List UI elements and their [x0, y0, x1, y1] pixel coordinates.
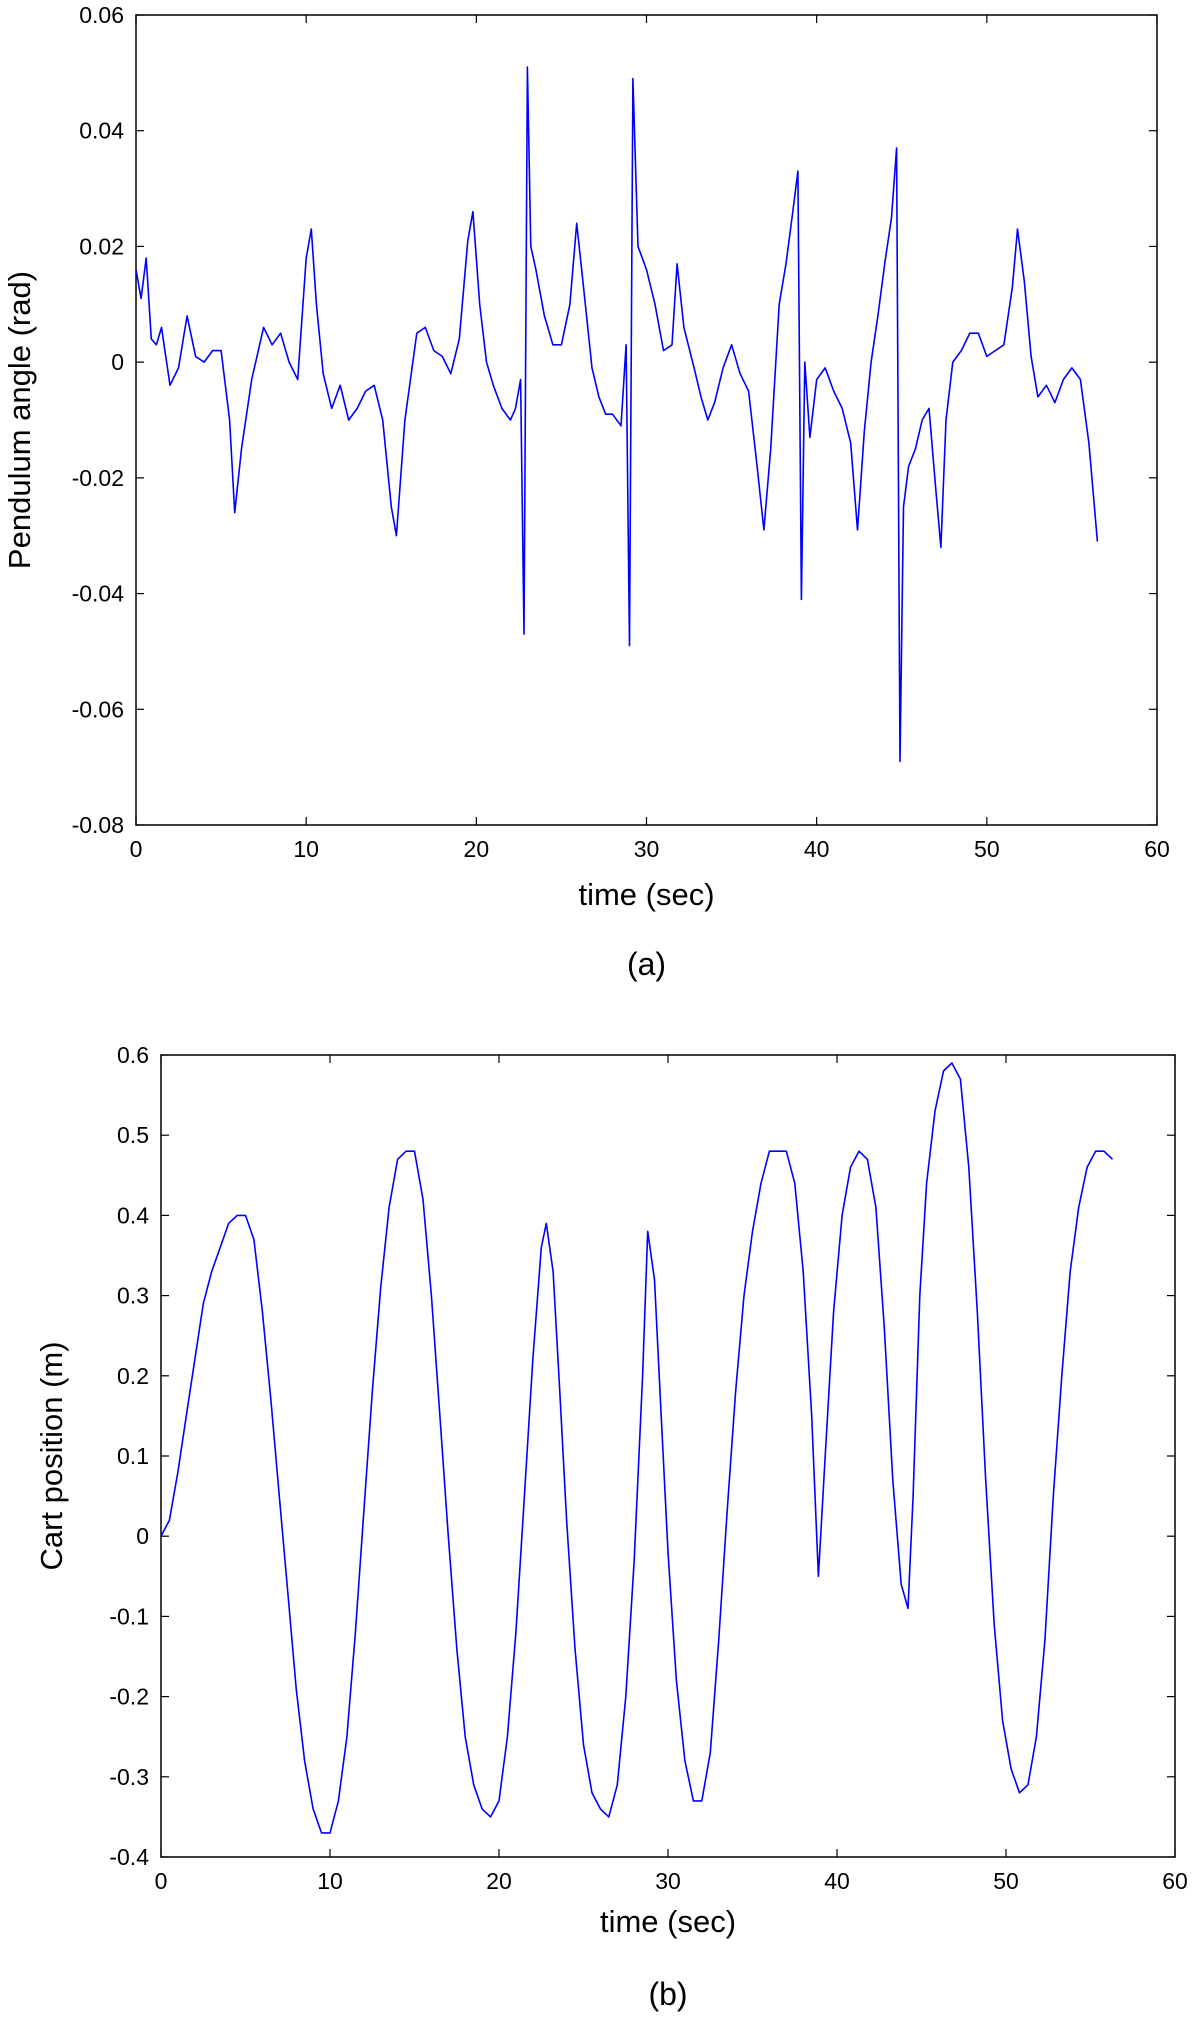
x-tick-label: 60 — [1144, 836, 1170, 862]
y-tick-label: -0.4 — [109, 1844, 149, 1870]
figure-caption: (a) — [627, 946, 666, 982]
y-tick-label: 0.5 — [117, 1122, 149, 1148]
y-tick-label: -0.04 — [72, 581, 125, 607]
chart-cart-position: 0 10 20 30 40 50 60 -0.4 -0.3 -0.2 -0.1 0 0.1 0.2 0.3 0… — [34, 1042, 1188, 2012]
y-tick-label: 0.6 — [117, 1042, 149, 1068]
y-tick-label: -0.02 — [72, 465, 124, 491]
series-line — [135, 66, 1099, 763]
y-tick-label: 0 — [111, 349, 124, 375]
x-tick-label: 30 — [655, 1868, 681, 1894]
y-tick-label: -0.3 — [109, 1764, 149, 1790]
y-tick-label: 0.2 — [117, 1363, 149, 1389]
y-tick-label: 0.06 — [79, 2, 124, 28]
plot-frame — [160, 1054, 1176, 1858]
x-tick-label: 0 — [130, 836, 143, 862]
x-tick-label: 10 — [293, 836, 319, 862]
y-tick-label: -0.06 — [72, 696, 124, 722]
x-tick-label: 50 — [993, 1868, 1019, 1894]
y-tick-label: 0.1 — [117, 1443, 149, 1469]
y-tick-label: 0.02 — [79, 233, 124, 259]
x-tick-label: 40 — [824, 1868, 850, 1894]
y-tick-label: -0.08 — [72, 812, 124, 838]
x-tick-label: 50 — [974, 836, 1000, 862]
x-tick-label: 40 — [804, 836, 830, 862]
x-tick-label: 0 — [155, 1868, 168, 1894]
y-axis-label: Pendulum angle (rad) — [2, 271, 37, 569]
y-tick-label: 0 — [136, 1523, 149, 1549]
y-tick-label: 0.4 — [117, 1202, 149, 1228]
plot-frame — [135, 14, 1158, 826]
y-tick-label: -0.1 — [109, 1603, 149, 1629]
y-axis-label: Cart position (m) — [34, 1341, 69, 1570]
chart-pendulum-angle: 0 10 20 30 40 50 60 -0.08 -0.06 -0.04 -0.02 0 0.02 0.… — [2, 2, 1170, 982]
series-line — [160, 1062, 1114, 1834]
x-tick-label: 20 — [464, 836, 490, 862]
x-tick-label: 60 — [1162, 1868, 1188, 1894]
y-tick-label: -0.2 — [109, 1684, 149, 1710]
figure-caption: (b) — [648, 1976, 687, 2012]
x-tick-label: 10 — [317, 1868, 343, 1894]
x-tick-label: 20 — [486, 1868, 512, 1894]
y-tick-label: 0.04 — [79, 118, 124, 144]
x-axis-label: time (sec) — [578, 877, 714, 912]
y-tick-label: 0.3 — [117, 1283, 149, 1309]
x-tick-label: 30 — [634, 836, 660, 862]
x-axis-label: time (sec) — [600, 1904, 736, 1939]
